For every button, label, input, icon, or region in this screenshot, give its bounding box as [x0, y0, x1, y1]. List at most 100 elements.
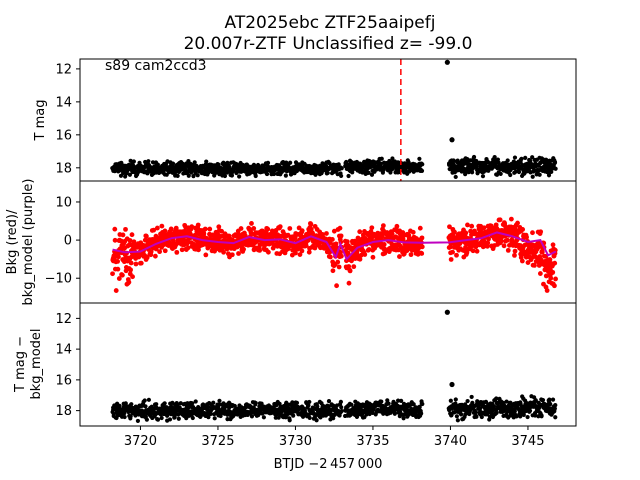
bkg-point [389, 231, 395, 237]
data-point [553, 403, 558, 408]
bkg-point [116, 276, 122, 281]
data-point [237, 174, 242, 179]
data-point [523, 155, 528, 160]
data-point [211, 400, 216, 405]
data-point [314, 418, 319, 423]
data-point [283, 173, 288, 178]
data-point [539, 413, 544, 418]
bkg-point [249, 221, 254, 226]
bkg-point [123, 226, 128, 232]
bkg-point [512, 252, 517, 258]
data-point [155, 417, 161, 422]
bkg-point [173, 225, 179, 231]
data-point [154, 402, 159, 407]
data-point [217, 398, 222, 403]
data-point [519, 156, 524, 161]
middle-y-ticks: 10 0 −10 [45, 195, 80, 287]
y-tick-label: 18 [55, 161, 72, 176]
bkg-point [470, 248, 476, 254]
bkg-point [174, 249, 180, 255]
bkg-point [219, 228, 225, 234]
data-point [273, 415, 278, 420]
data-point [339, 166, 344, 171]
y-tick-label: 18 [55, 404, 72, 419]
bkg-point [296, 225, 302, 231]
data-point [552, 160, 558, 165]
data-point [527, 408, 533, 413]
bkg-point [543, 273, 549, 279]
bkg-point [408, 252, 414, 258]
middle-y-axis-label-line1: Bkg (red)/ [5, 209, 20, 274]
bkg-point [306, 249, 312, 255]
data-point [159, 415, 164, 421]
bkg-point [116, 254, 121, 260]
bkg-point [454, 252, 459, 258]
bkg-point [112, 237, 118, 243]
data-point [144, 417, 149, 422]
bkg-point [469, 223, 475, 229]
bkg-point [185, 245, 191, 251]
bkg-point [509, 237, 515, 243]
data-point [123, 174, 128, 179]
data-point [419, 168, 425, 173]
data-point [127, 172, 133, 177]
bkg-point [159, 223, 165, 229]
bkg-point [338, 253, 344, 259]
data-point [193, 399, 198, 404]
middle-panel: 10 0 −10 Bkg (red)/ bkg_model (purple) [5, 179, 577, 306]
x-tick-label: 3740 [434, 434, 467, 449]
data-point [122, 414, 127, 420]
data-point [206, 415, 211, 420]
data-point [411, 402, 416, 407]
bkg-point [447, 224, 452, 230]
bkg-point [481, 225, 487, 231]
bkg-point [130, 274, 135, 280]
data-point [396, 398, 401, 403]
bkg-point [115, 266, 121, 272]
bkg-point [344, 239, 350, 245]
data-point [548, 402, 553, 407]
bkg-point [241, 246, 246, 252]
data-point [229, 173, 235, 178]
data-point [379, 399, 384, 404]
x-tick-label: 3730 [279, 434, 312, 449]
data-point [420, 162, 425, 167]
bkg-point [128, 267, 133, 273]
data-point [512, 155, 518, 160]
bkg-point [128, 242, 134, 248]
bkg-point [501, 243, 507, 249]
data-point [458, 412, 464, 417]
bkg-point [221, 249, 226, 255]
data-point [494, 396, 499, 401]
data-point [293, 160, 299, 165]
data-point [473, 409, 478, 415]
data-point [454, 414, 460, 419]
chart-title-line2: 20.007r-ZTF Unclassified z= -99.0 [184, 34, 473, 54]
x-axis-label: BTJD −2 457 000 [274, 457, 383, 472]
bkg-point [508, 216, 514, 222]
bkg-point [524, 234, 529, 240]
data-point [307, 415, 312, 421]
data-point [390, 156, 395, 161]
data-point [271, 171, 277, 177]
bkg-point [419, 251, 425, 256]
y-tick-label: 16 [55, 373, 72, 388]
data-point [142, 398, 147, 403]
bottom-y-ticks: 12 14 16 18 [55, 312, 80, 419]
bkg-point [287, 226, 293, 231]
data-point [530, 174, 535, 179]
bkg-point [400, 236, 406, 242]
data-point [122, 410, 127, 416]
bkg-point [168, 226, 174, 232]
bkg-point [548, 275, 554, 281]
bkg-point [550, 242, 556, 248]
y-tick-label: 12 [55, 62, 72, 77]
data-point [128, 414, 133, 419]
data-point [474, 414, 479, 419]
data-point [553, 415, 558, 420]
data-point [146, 159, 151, 164]
bkg-point [419, 244, 425, 250]
bkg-point [338, 250, 343, 255]
data-point [190, 415, 195, 421]
data-point [204, 159, 209, 164]
